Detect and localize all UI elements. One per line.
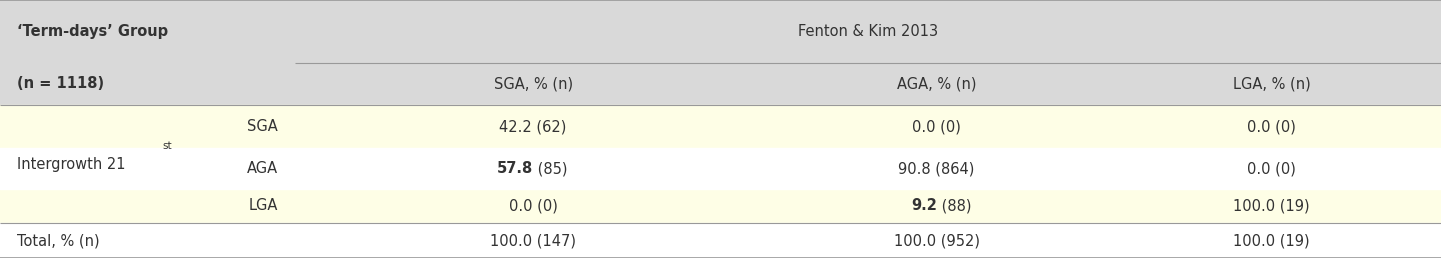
Text: AGA, % (n): AGA, % (n) xyxy=(896,77,977,92)
Text: Intergrowth 21: Intergrowth 21 xyxy=(17,157,125,172)
Text: (n = 1118): (n = 1118) xyxy=(17,77,104,92)
Text: 0.0 (0): 0.0 (0) xyxy=(1248,119,1295,134)
Text: SGA: SGA xyxy=(248,119,278,134)
Text: LGA: LGA xyxy=(249,198,278,214)
Text: 0.0 (0): 0.0 (0) xyxy=(509,198,558,214)
Text: LGA, % (n): LGA, % (n) xyxy=(1233,77,1310,92)
Text: 100.0 (19): 100.0 (19) xyxy=(1233,198,1310,214)
Text: 90.8 (864): 90.8 (864) xyxy=(898,161,976,176)
Text: SGA, % (n): SGA, % (n) xyxy=(494,77,572,92)
Text: Fenton & Kim 2013: Fenton & Kim 2013 xyxy=(798,24,938,39)
Text: st: st xyxy=(163,141,171,151)
Text: Total, % (n): Total, % (n) xyxy=(17,233,99,248)
Text: AGA: AGA xyxy=(246,161,278,176)
Text: 100.0 (952): 100.0 (952) xyxy=(893,233,980,248)
Text: (88): (88) xyxy=(937,198,971,214)
Text: 57.8: 57.8 xyxy=(497,161,533,176)
Text: 9.2: 9.2 xyxy=(911,198,937,214)
Text: ‘Term-days’ Group: ‘Term-days’ Group xyxy=(17,24,169,39)
Text: 0.0 (0): 0.0 (0) xyxy=(1248,161,1295,176)
Text: 100.0 (147): 100.0 (147) xyxy=(490,233,576,248)
Text: 42.2 (62): 42.2 (62) xyxy=(500,119,566,134)
Text: 0.0 (0): 0.0 (0) xyxy=(912,119,961,134)
Text: 100.0 (19): 100.0 (19) xyxy=(1233,233,1310,248)
Text: (85): (85) xyxy=(533,161,568,176)
